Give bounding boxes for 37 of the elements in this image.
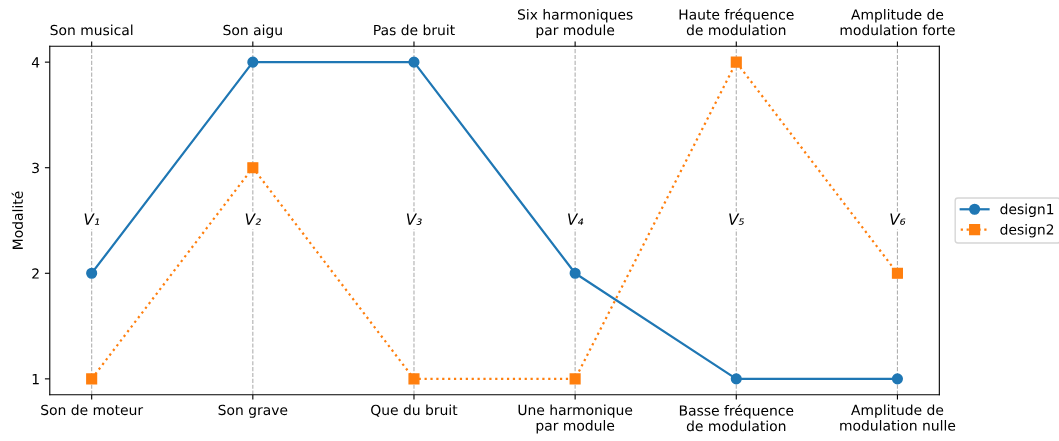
y-axis-title: Modalité [11, 191, 23, 249]
point [408, 373, 420, 385]
point [730, 373, 742, 385]
point [408, 56, 420, 68]
legend-label: design2 [1000, 223, 1054, 238]
annotation: V₅ [729, 213, 744, 225]
y-tick-label: 1 [32, 374, 39, 385]
y-tick-label: 3 [32, 162, 39, 174]
y-tick-label: 4 [31, 57, 40, 68]
legend-label: design1 [1000, 203, 1054, 218]
x-tick-label: Son grave [218, 404, 288, 418]
annotation: V₂ [245, 213, 261, 225]
annotation: Amplitude de modulation forte [840, 8, 955, 36]
point [86, 267, 98, 279]
x-tick-label: Amplitude de modulation nulle [840, 404, 956, 431]
point [247, 56, 259, 68]
x-tick-label: Une harmonique par module [518, 404, 633, 434]
annotation: V₄ [568, 213, 584, 225]
annotation: Pas de bruit [374, 24, 455, 36]
annotation: Haute fréquence de modulation [679, 8, 794, 36]
x-tick-label: Son de moteur [41, 404, 144, 416]
annotation: V₁ [84, 213, 100, 225]
annotation: V₃ [406, 213, 422, 225]
point [569, 267, 581, 279]
annotation: Son aigu [223, 24, 282, 38]
point [247, 162, 259, 174]
annotation: Six harmoniques par module [517, 8, 633, 38]
x-tick-label: Que du bruit [371, 404, 458, 417]
point [891, 267, 903, 279]
point [730, 56, 742, 68]
point [86, 373, 98, 385]
y-tick-label: 2 [32, 268, 39, 279]
x-tick-label: Basse fréquence de modulation [679, 404, 794, 432]
point [891, 373, 903, 385]
annotation: Son musical [50, 24, 133, 36]
point [569, 373, 581, 385]
annotation: V₆ [890, 213, 906, 225]
